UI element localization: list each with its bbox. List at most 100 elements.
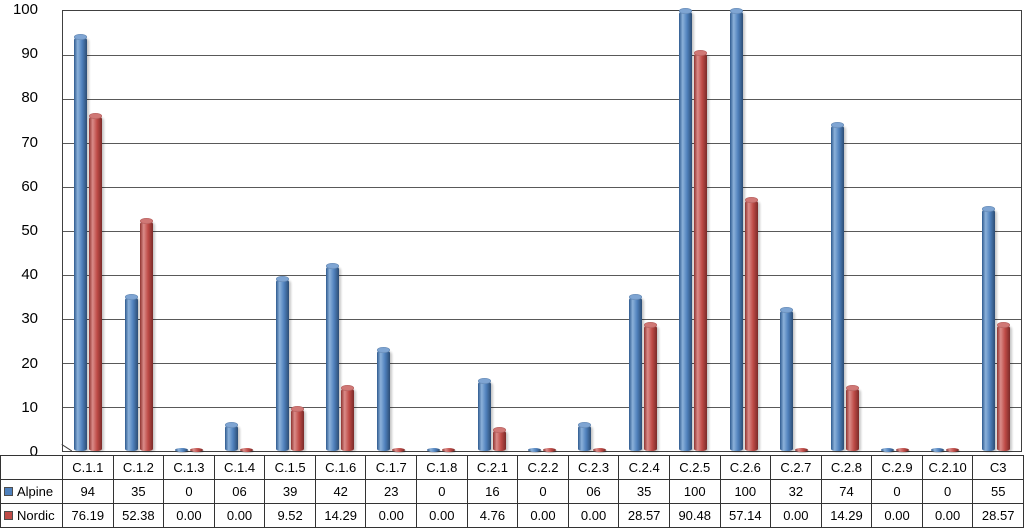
category-slot-C.2.10 [920,11,970,452]
value-cell-alpine-C.2.2: 0 [518,480,569,504]
y-axis: 100 90 80 70 60 50 40 30 20 10 0 [0,1,52,461]
value-cell-nordic-C.1.6: 14.29 [315,504,367,528]
category-slot-C.2.9 [870,11,920,452]
category-header-cell: C.1.6 [315,456,367,480]
bar-alpine-C.1.8 [427,448,441,452]
bar-alpine-C.2.4 [628,294,642,451]
value-cell-alpine-C.1.6: 42 [315,480,367,504]
value-cell-nordic-C.2.9: 0.00 [872,504,923,528]
y-axis-label: 70 [21,133,38,151]
y-axis-label: 60 [21,177,38,195]
bar-alpine-C.2.10 [931,448,945,452]
value-cell-nordic-C.2.5: 90.48 [669,504,721,528]
value-cell-alpine-C.2.10: 0 [922,480,974,504]
gridline [63,319,1021,320]
category-header-cell: C.2.9 [872,456,923,480]
legend-cell-nordic: Nordic [1,504,63,528]
bar-alpine-C.2.6 [729,8,743,451]
gridline [63,187,1021,188]
bar-nordic-C.1.4 [240,448,254,452]
category-header-cell: C.1.5 [265,456,316,480]
category-header-cell: C3 [973,456,1024,480]
value-cell-alpine-C.2.5: 100 [669,480,721,504]
bar-nordic-C.2.4 [643,322,657,451]
category-slot-C.1.1 [63,11,113,451]
bar-nordic-C.2.6 [744,196,758,451]
bar-nordic-C.2.9 [895,448,909,452]
category-header-cell: C.1.3 [164,456,215,480]
value-cell-nordic-C.2.6: 57.14 [720,504,772,528]
y-axis-label: 0 [29,442,38,460]
gridline [63,363,1021,364]
bar-alpine-C.2.5 [679,8,693,451]
value-cell-nordic-C.1.3: 0.00 [164,504,215,528]
bar-nordic-C.1.5 [290,406,304,451]
category-slot-C.1.4 [214,11,264,452]
bar-alpine-C.2.3 [578,421,592,451]
value-cell-alpine-C.1.8: 0 [417,480,468,504]
bar-nordic-C.1.2 [139,217,153,451]
value-cell-nordic-C.1.5: 9.52 [265,504,316,528]
y-axis-label: 100 [12,1,38,18]
value-cell-nordic-C.2.10: 0.00 [922,504,974,528]
bar-alpine-C3 [981,206,995,451]
bar-alpine-C.2.9 [880,448,894,452]
bar-nordic-C.1.6 [341,385,355,451]
bar-nordic-C.2.5 [694,49,708,451]
category-header-cell: C.1.1 [63,456,114,480]
series-name: Alpine [17,484,54,499]
bar-nordic-C.2.1 [492,427,506,451]
value-cell-alpine-C.2.7: 32 [771,480,822,504]
category-header-cell: C.2.4 [619,456,670,480]
plot-area [61,8,1022,452]
bar-alpine-C.1.3 [175,448,189,452]
bar-alpine-C.2.2 [528,448,541,452]
value-cell-nordic-C.1.1: 76.19 [63,504,114,528]
y-axis-label: 50 [21,221,38,239]
bar-alpine-C.1.7 [376,346,390,451]
bar-alpine-C.1.2 [124,294,138,451]
value-cell-alpine-C.2.1: 16 [467,480,519,504]
category-slot-C.1.3 [164,11,214,452]
category-slot-C.2.1 [466,11,516,451]
bar-alpine-C.1.1 [74,34,88,451]
category-slot-C.2.8 [819,11,869,451]
value-cell-nordic-C.1.7: 0.00 [366,504,418,528]
y-axis-label: 20 [21,354,38,372]
bar-alpine-C.2.8 [830,122,844,451]
gridline [63,275,1021,276]
category-header-cell: C.1.8 [417,456,468,480]
value-cell-alpine-C.2.6: 100 [720,480,772,504]
category-header-cell: C.2.3 [568,456,620,480]
value-cell-nordic-C.2.4: 28.57 [619,504,670,528]
value-cell-nordic-C.2.2: 0.00 [518,504,569,528]
category-header-cell: C.2.1 [467,456,519,480]
bar-chart: 100 90 80 70 60 50 40 30 20 10 0 [13,1,1022,460]
category-slot-C.2.2 [517,11,567,452]
bar-alpine-C.1.4 [225,421,239,451]
category-slot-C.1.6 [315,11,365,451]
value-cell-alpine-C.1.5: 39 [265,480,316,504]
y-axis-label: 80 [21,89,38,107]
category-header-cell: C.2.8 [821,456,873,480]
value-cell-alpine-C.1.1: 94 [63,480,114,504]
category-slot-C.2.5 [668,8,718,451]
category-slot-C.2.6 [718,8,768,451]
y-axis-label: 30 [21,310,38,328]
gridline [63,407,1021,408]
bar-nordic-C.1.7 [391,448,405,452]
bar-nordic-C.1.8 [442,448,456,452]
legend-swatch-nordic [4,511,13,520]
category-slot-C.1.8 [416,11,466,452]
value-cell-nordic-C.1.8: 0.00 [417,504,468,528]
category-slot-C.1.5 [265,11,315,451]
y-axis-label: 90 [21,45,38,63]
value-cell-alpine-C.1.7: 23 [366,480,418,504]
bar-nordic-C.2.2 [543,448,556,452]
gridline [63,143,1021,144]
gridline [63,231,1021,232]
value-cell-nordic-C.1.2: 52.38 [113,504,165,528]
series-name: Nordic [17,508,55,523]
value-cell-nordic-C.2.7: 0.00 [771,504,822,528]
category-header-cell: C.2.7 [771,456,822,480]
